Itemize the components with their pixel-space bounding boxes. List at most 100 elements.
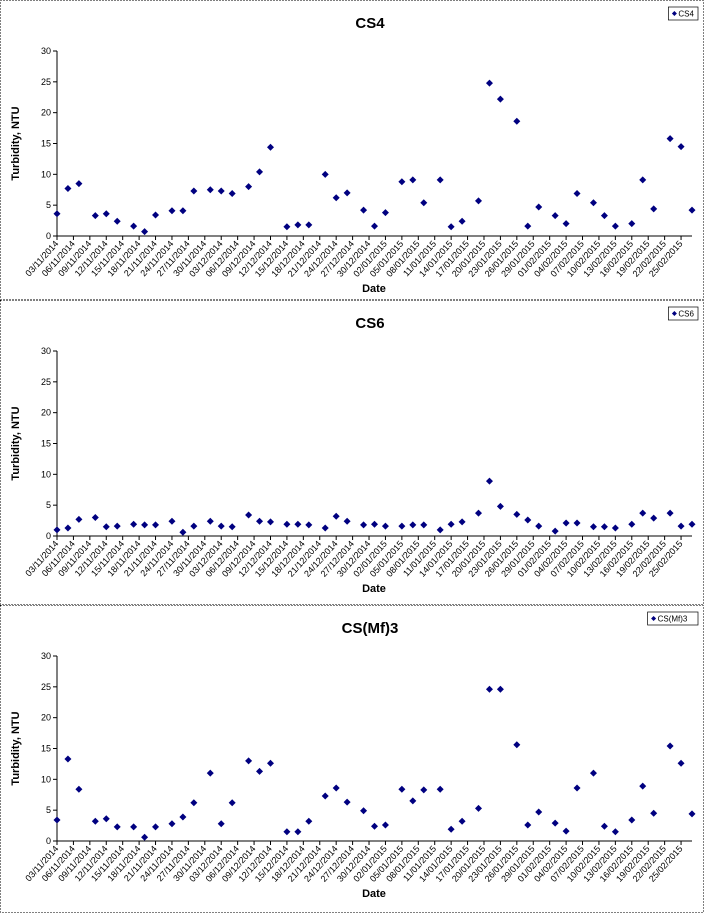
point: [381, 821, 389, 829]
point: [475, 804, 483, 812]
point: [190, 522, 198, 530]
point: [409, 521, 417, 529]
point: [688, 206, 696, 214]
y-tick-label: 15: [41, 139, 51, 149]
point: [113, 217, 121, 225]
point: [75, 515, 83, 523]
legend-box: [668, 306, 699, 321]
point: [420, 521, 428, 529]
y-tick-label: 25: [41, 377, 51, 387]
legend-marker: [671, 311, 677, 316]
point: [266, 759, 274, 767]
point: [53, 210, 61, 218]
point: [141, 833, 149, 841]
point: [283, 828, 291, 836]
y-tick-label: 5: [46, 500, 51, 510]
point: [398, 785, 406, 793]
x-axis-label: Date: [362, 583, 386, 595]
legend-marker: [651, 616, 657, 621]
point: [436, 176, 444, 184]
point: [266, 518, 274, 526]
point: [360, 521, 368, 529]
point: [360, 206, 368, 214]
point: [294, 828, 302, 836]
point: [266, 143, 274, 151]
point: [562, 827, 570, 835]
point: [447, 520, 455, 528]
point: [600, 212, 608, 220]
point: [666, 135, 674, 143]
point: [64, 185, 72, 193]
point: [217, 522, 225, 530]
point: [628, 816, 636, 824]
chart-title: CS4: [355, 15, 385, 32]
point: [447, 825, 455, 833]
point: [535, 203, 543, 211]
y-axis-label: Turbidity, NTU: [10, 711, 22, 785]
point: [420, 199, 428, 207]
point: [321, 792, 329, 800]
point: [371, 520, 378, 528]
point: [64, 524, 72, 532]
point: [600, 822, 608, 830]
point: [447, 223, 455, 231]
point: [75, 785, 83, 793]
point: [141, 521, 149, 529]
point: [152, 823, 160, 831]
point: [513, 741, 521, 749]
y-axis-label: Turbidity, NTU: [10, 406, 22, 480]
point: [611, 524, 619, 532]
point: [343, 189, 351, 197]
y-tick-label: 25: [41, 682, 51, 692]
legend-label: CS6: [678, 310, 694, 319]
point: [305, 521, 313, 529]
point: [53, 816, 61, 824]
point: [332, 512, 340, 520]
point: [381, 522, 389, 530]
legend-label: CS4: [678, 10, 694, 19]
point: [294, 221, 302, 229]
point: [496, 685, 504, 693]
point: [639, 509, 647, 517]
point: [332, 194, 340, 202]
point: [639, 782, 647, 790]
point: [458, 518, 466, 526]
point: [256, 168, 264, 176]
point: [130, 222, 138, 230]
point: [475, 197, 483, 205]
point: [168, 820, 176, 828]
y-tick-label: 10: [41, 774, 51, 784]
point: [283, 520, 291, 528]
y-tick-label: 15: [41, 744, 51, 754]
panel-border: [0, 605, 704, 913]
point: [628, 520, 636, 528]
point: [245, 183, 253, 191]
y-axis-label: Turbidity, NTU: [10, 106, 22, 180]
y-tick-label: 5: [46, 200, 51, 210]
y-tick-label: 25: [41, 77, 51, 87]
point: [513, 117, 521, 125]
point: [677, 522, 685, 530]
y-tick-label: 10: [41, 469, 51, 479]
point: [496, 95, 504, 103]
point: [245, 757, 253, 765]
point: [245, 511, 253, 519]
point: [102, 523, 110, 531]
legend-marker: [671, 11, 677, 16]
point: [589, 199, 597, 207]
legend-box: [668, 6, 699, 21]
point: [305, 817, 313, 825]
point: [179, 528, 187, 536]
point: [102, 815, 110, 823]
y-tick-label: 5: [46, 805, 51, 815]
y-tick-label: 0: [46, 836, 51, 846]
point: [152, 211, 160, 219]
point: [256, 517, 264, 525]
x-axis-label: Date: [362, 283, 386, 295]
point: [666, 509, 674, 517]
point: [294, 520, 302, 528]
point: [458, 817, 466, 825]
point: [666, 742, 674, 750]
point: [360, 807, 368, 815]
point: [217, 187, 225, 195]
